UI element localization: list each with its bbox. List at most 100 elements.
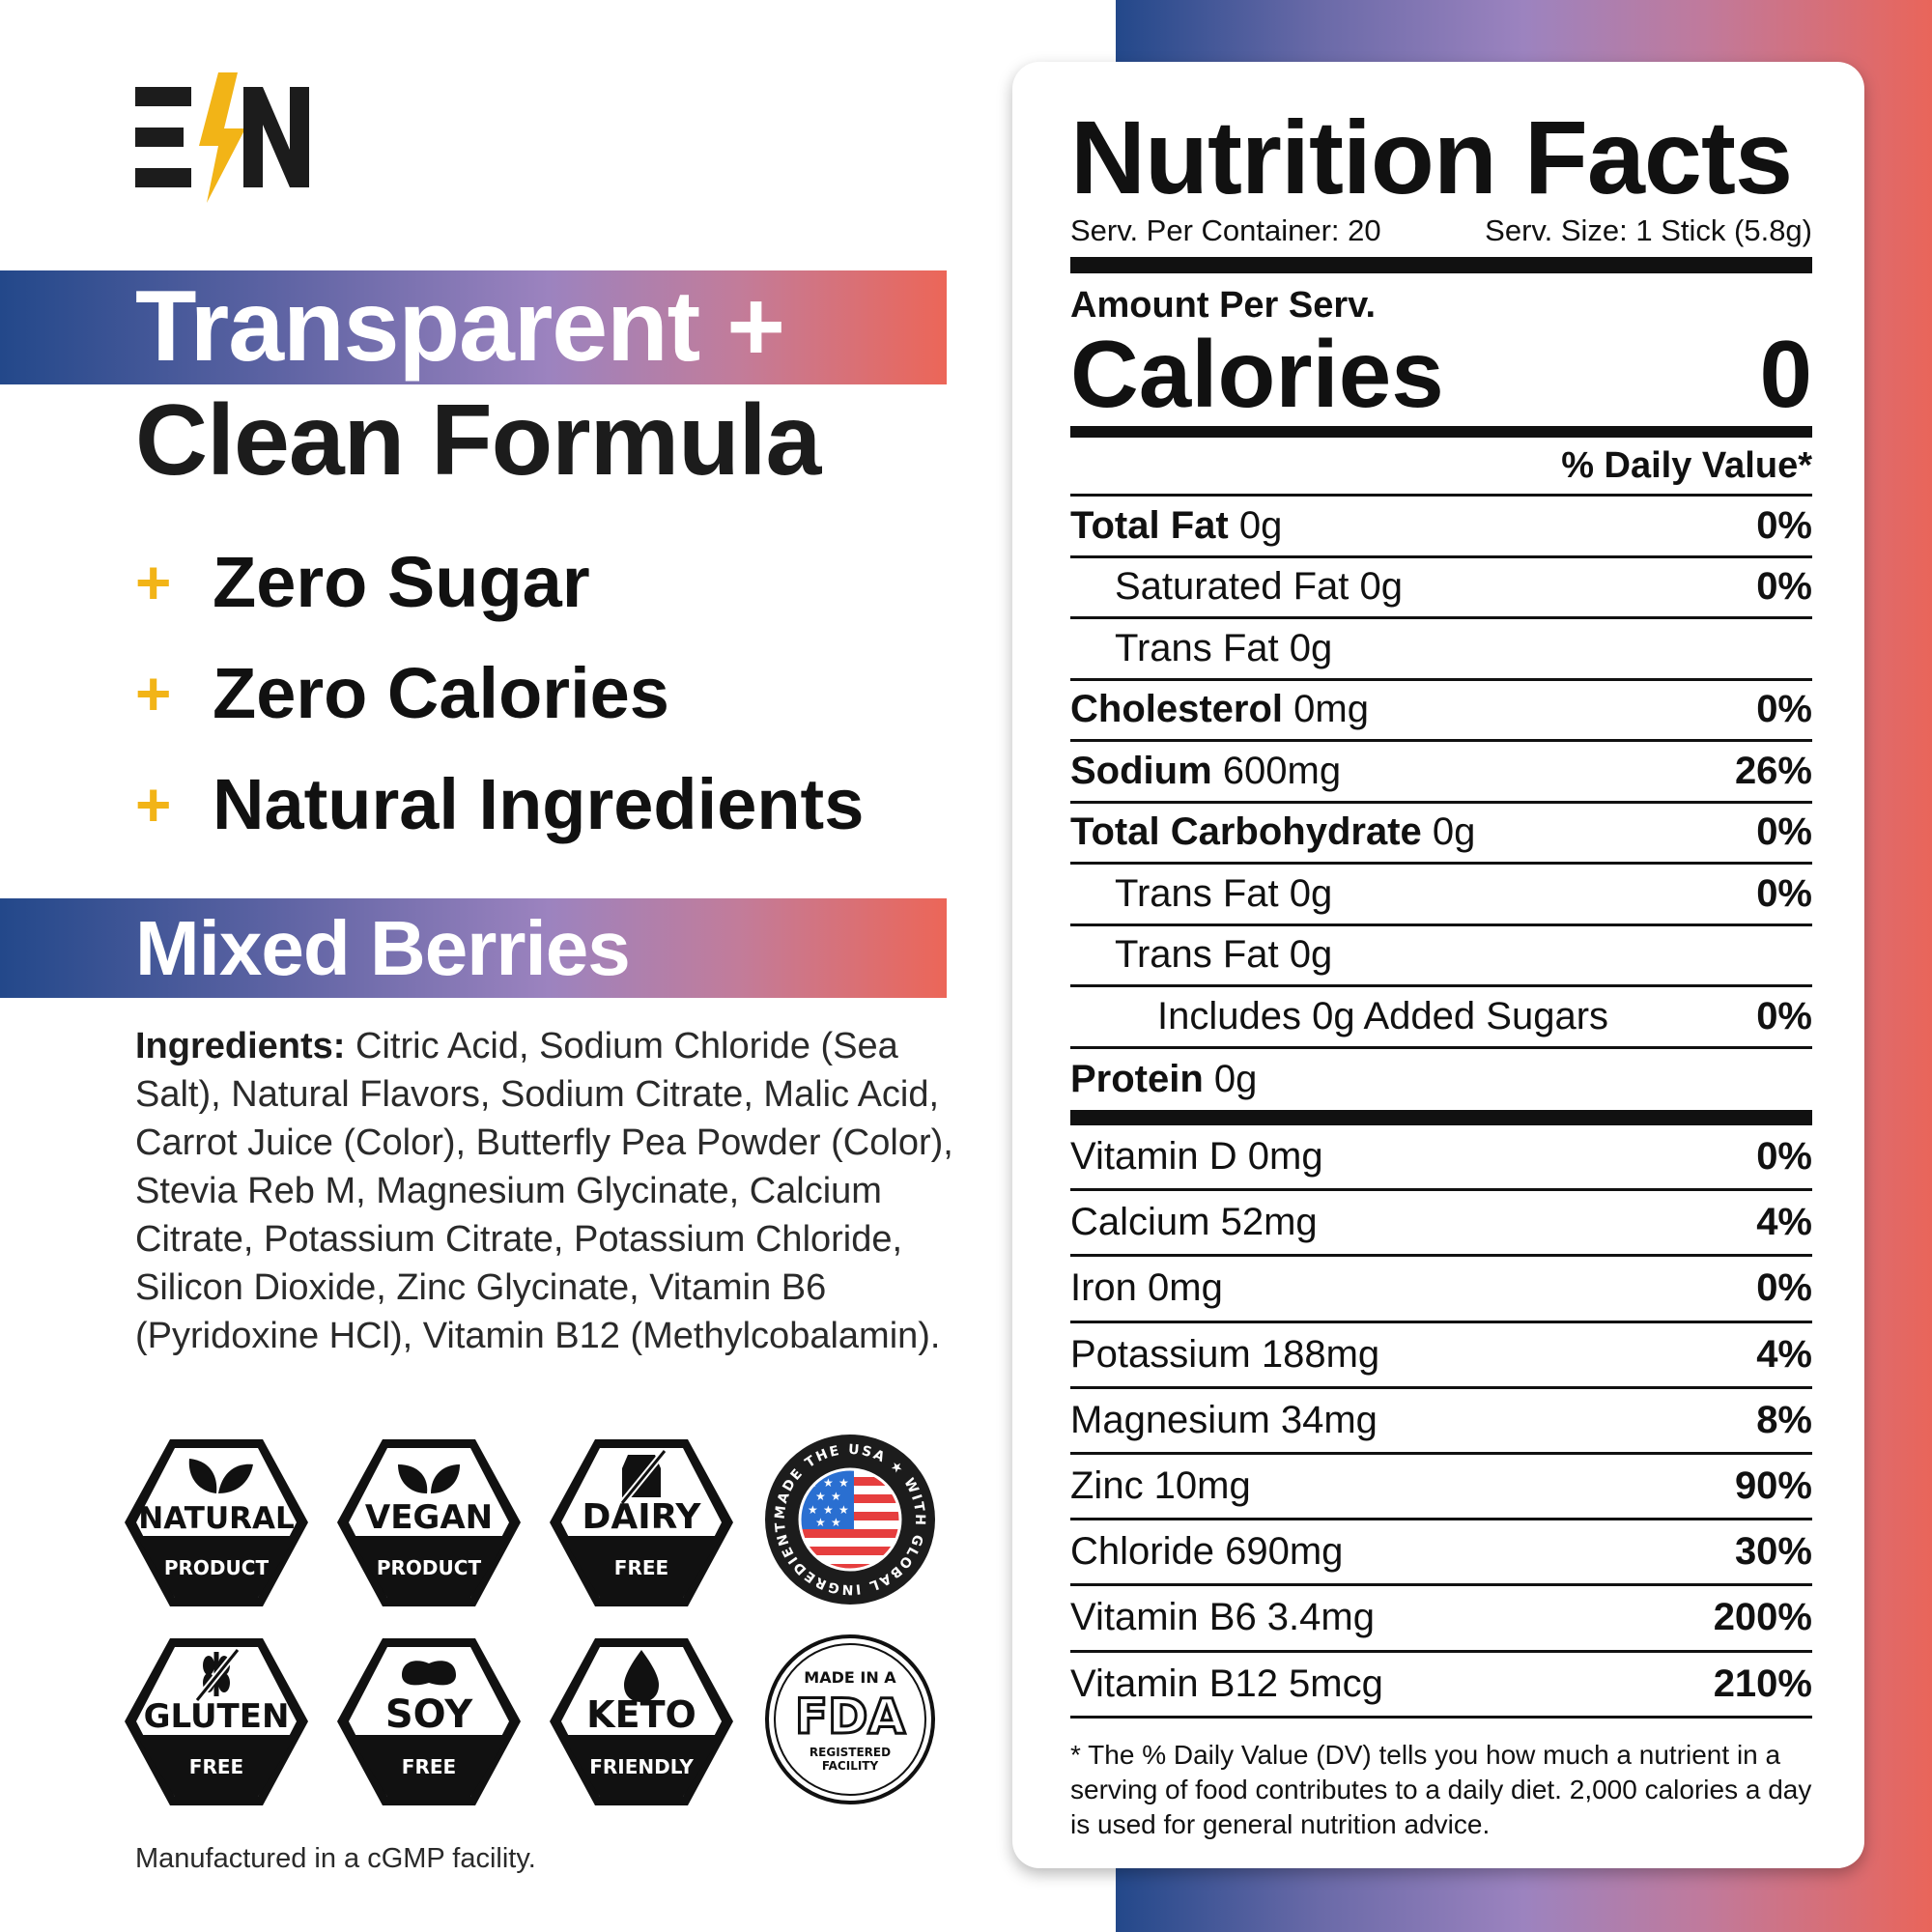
gluten-free-badge: GLUTEN FREE [120, 1633, 313, 1811]
badge-top-text: VEGAN [365, 1498, 493, 1537]
nutrient-row: Trans Fat 0g [1070, 926, 1812, 987]
badge-top-text: NATURAL [138, 1501, 294, 1536]
brand-logo [135, 72, 314, 203]
svg-text:★: ★ [838, 1476, 849, 1490]
daily-value-percent: 210% [1713, 1662, 1812, 1705]
nutrient-row: Includes 0g Added Sugars 0% [1070, 987, 1812, 1049]
nutrient-row: Total Carbohydrate 0g 0% [1070, 804, 1812, 865]
ingredients-text: Ingredients: Citric Acid, Sodium Chlorid… [135, 1022, 976, 1360]
vitamin-row: Vitamin B6 3.4mg 200% [1070, 1586, 1812, 1653]
svg-text:★: ★ [808, 1503, 818, 1517]
feature-item: + Zero Calories [135, 638, 864, 749]
vitamin-label: Vitamin B6 3.4mg [1070, 1596, 1375, 1639]
divider-thick [1070, 257, 1812, 273]
badge-bottom-text: FRIENDLY [589, 1755, 694, 1778]
badge-top-text: KETO [586, 1693, 696, 1736]
daily-value-percent: 0% [1756, 871, 1812, 915]
vitamin-row: Chloride 690mg 30% [1070, 1520, 1812, 1587]
vitamin-row: Iron 0mg 0% [1070, 1257, 1812, 1323]
nutrient-row: Sodium 600mg 26% [1070, 742, 1812, 804]
leaf-icon [188, 1459, 253, 1493]
amount-per-serving: Amount Per Serv. [1070, 285, 1377, 326]
servings-per-container: Serv. Per Container: 20 [1070, 213, 1381, 247]
soy-free-badge: SOY FREE [332, 1633, 526, 1811]
keto-friendly-badge: KETO FRIENDLY [545, 1633, 738, 1811]
badge-bottom-text: FREE [402, 1755, 456, 1778]
dairy-free-badge: DAIRY FREE [545, 1434, 738, 1612]
vitamin-row: Vitamin B12 5mcg 210% [1070, 1653, 1812, 1719]
calories-value: 0 [1759, 321, 1812, 427]
svg-text:★: ★ [831, 1516, 841, 1529]
fda-seal-bottom-text-1: REGISTERED [810, 1746, 891, 1759]
daily-value-header: % Daily Value* [1070, 438, 1812, 497]
vitamin-label: Vitamin D 0mg [1070, 1135, 1323, 1179]
nutrient-row: Trans Fat 0g 0% [1070, 865, 1812, 926]
serving-info: Serv. Per Container: 20 Serv. Size: 1 St… [1070, 213, 1812, 249]
vitamin-label: Potassium 188mg [1070, 1332, 1380, 1376]
badge-top-text: DAIRY [582, 1497, 702, 1537]
badge-bottom-text: FREE [189, 1755, 243, 1778]
nutrient-row: Trans Fat 0g [1070, 619, 1812, 681]
nutrition-facts-panel: Nutrition Facts Serv. Per Container: 20 … [1070, 100, 1812, 1842]
vitamin-label: Chloride 690mg [1070, 1530, 1344, 1574]
fda-logo-text: FDA [795, 1689, 906, 1745]
milk-carton-icon [619, 1448, 668, 1506]
svg-text:★: ★ [823, 1503, 834, 1517]
badge-top-text: GLUTEN [144, 1697, 290, 1736]
bean-icon [402, 1661, 456, 1686]
feature-item: + Zero Sugar [135, 526, 864, 638]
feature-list: + Zero Sugar + Zero Calories + Natural I… [135, 526, 864, 860]
plus-icon: + [135, 769, 172, 839]
nutrient-row: Saturated Fat 0g 0% [1070, 558, 1812, 619]
nutrition-facts-card: Nutrition Facts Serv. Per Container: 20 … [1012, 62, 1864, 1868]
vitamin-row: Calcium 52mg 4% [1070, 1191, 1812, 1258]
svg-text:★: ★ [815, 1516, 826, 1529]
feature-text: Natural Ingredients [213, 764, 865, 844]
daily-value-percent: 90% [1734, 1464, 1812, 1508]
svg-text:★: ★ [838, 1503, 849, 1517]
vitamin-label: Magnesium 34mg [1070, 1398, 1378, 1441]
daily-value-percent: 0% [1756, 503, 1812, 547]
daily-value-percent: 0% [1756, 1135, 1812, 1179]
vitamin-label: Vitamin B12 5mcg [1070, 1662, 1383, 1705]
vitamin-label: Calcium 52mg [1070, 1201, 1318, 1244]
vitamin-row: Magnesium 34mg 8% [1070, 1389, 1812, 1455]
daily-value-footnote: * The % Daily Value (DV) tells you how m… [1070, 1739, 1812, 1839]
fda-registered-seal: MADE IN A FDA REGISTERED FACILITY [763, 1633, 937, 1806]
badge-top-text: SOY [385, 1692, 473, 1737]
ingredients-list: Citric Acid, Sodium Chloride (Sea Salt),… [135, 1026, 953, 1356]
plus-icon: + [135, 547, 172, 617]
feature-item: + Natural Ingredients [135, 749, 864, 860]
serving-size: Serv. Size: 1 Stick (5.8g) [1485, 213, 1812, 247]
daily-value-percent: 4% [1756, 1332, 1812, 1376]
badge-bottom-text: PRODUCT [377, 1556, 482, 1579]
american-flag-icon: ★★★ ★★ ★★★ ★★ [800, 1469, 900, 1570]
daily-value-percent: 26% [1734, 749, 1812, 792]
daily-value-percent: 30% [1734, 1530, 1812, 1574]
divider-calories [1070, 426, 1812, 438]
divider-medium [1070, 1110, 1812, 1125]
nutrient-row: Protein 0g [1070, 1057, 1258, 1100]
flavor-name: Mixed Berries [135, 905, 631, 991]
natural-product-badge: NATURAL PRODUCT [120, 1434, 313, 1612]
nutrition-facts-title: Nutrition Facts [1070, 99, 1793, 215]
daily-value-percent: 0% [1756, 688, 1812, 731]
daily-value-percent: 0% [1756, 994, 1812, 1037]
wheat-icon [194, 1647, 241, 1703]
flavor-banner [0, 898, 947, 998]
vitamin-label: Iron 0mg [1070, 1266, 1223, 1310]
svg-text:★: ★ [815, 1490, 826, 1503]
drop-icon [624, 1650, 659, 1702]
fda-seal-top-text: MADE IN A [804, 1668, 896, 1687]
headline-banner [0, 270, 947, 384]
badge-bottom-text: PRODUCT [164, 1556, 270, 1579]
nutrient-row: Cholesterol 0mg 0% [1070, 681, 1812, 742]
calories-label: Calories [1070, 321, 1444, 427]
vitamin-row: Zinc 10mg 90% [1070, 1455, 1812, 1521]
vitamin-row: Vitamin D 0mg 0% [1070, 1125, 1812, 1192]
manufacturing-note: Manufactured in a cGMP facility. [135, 1843, 536, 1874]
daily-value-percent: 200% [1713, 1596, 1812, 1639]
headline-line-2: Clean Formula [135, 384, 821, 497]
daily-value-percent: 0% [1756, 1266, 1812, 1310]
ingredients-label: Ingredients: [135, 1026, 346, 1066]
